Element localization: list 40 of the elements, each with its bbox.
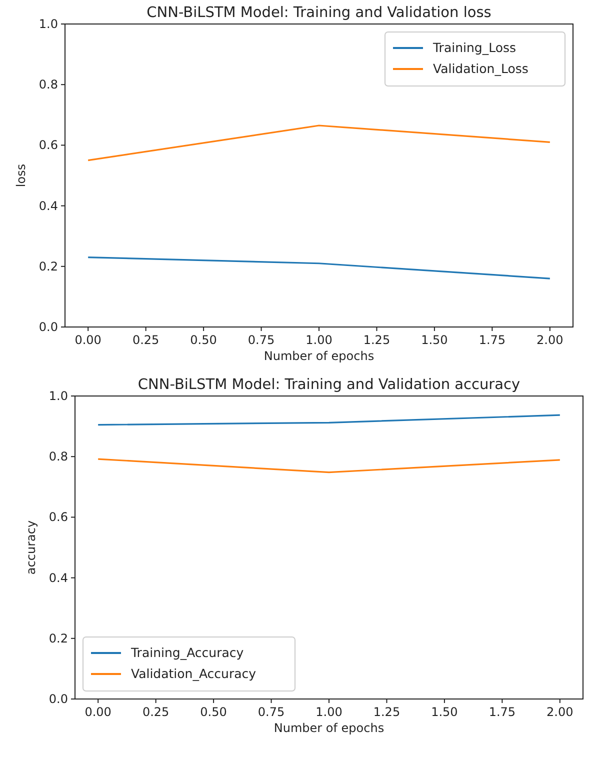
- y-tick-label: 0.4: [38, 198, 58, 213]
- y-tick-label: 0.6: [48, 510, 68, 524]
- x-tick-label: 0.75: [258, 705, 285, 719]
- x-tick-label: 0.50: [190, 333, 217, 347]
- legend-label: Training_Accuracy: [130, 645, 244, 660]
- x-tick-label: 1.25: [363, 333, 390, 347]
- y-tick-label: 0.2: [38, 259, 58, 274]
- chart-title: CNN-BiLSTM Model: Training and Validation accuracy: [138, 377, 520, 393]
- y-axis-title: loss: [14, 164, 28, 188]
- x-tick-label: 0.00: [84, 705, 112, 719]
- x-tick-label: 1.50: [421, 333, 448, 347]
- legend-label: Validation_Loss: [433, 61, 528, 76]
- x-tick-label: 0.00: [74, 333, 102, 347]
- x-tick-label: 1.75: [478, 333, 506, 347]
- x-tick-label: 0.25: [132, 333, 160, 347]
- y-tick-label: 0.2: [48, 631, 68, 646]
- y-tick-label: 1.0: [48, 389, 68, 403]
- x-tick-label: 1.00: [316, 705, 342, 719]
- x-tick-label: 1.50: [431, 705, 458, 719]
- y-tick-label: 0.8: [48, 450, 68, 464]
- x-tick-label: 1.75: [488, 705, 516, 719]
- legend-label: Validation_Accuracy: [131, 666, 257, 681]
- y-tick-label: 1.0: [38, 17, 58, 31]
- y-tick-label: 0.4: [48, 570, 68, 585]
- y-tick-label: 0.6: [38, 138, 58, 152]
- y-axis-title: accuracy: [24, 520, 38, 575]
- x-tick-label: 1.25: [373, 705, 400, 719]
- y-tick-label: 0.0: [48, 692, 68, 706]
- x-tick-label: 0.50: [200, 705, 227, 719]
- x-axis-title: Number of epochs: [274, 721, 384, 735]
- chart-title: CNN-BiLSTM Model: Training and Validation loss: [146, 5, 492, 21]
- x-tick-label: 2.00: [546, 705, 574, 719]
- y-tick-label: 0.0: [38, 320, 58, 334]
- x-tick-label: 2.00: [536, 333, 564, 347]
- x-tick-label: 0.25: [142, 705, 170, 719]
- x-axis-title: Number of epochs: [264, 349, 374, 363]
- x-tick-label: 0.75: [248, 333, 275, 347]
- x-tick-label: 1.00: [306, 333, 332, 347]
- y-tick-label: 0.8: [38, 78, 58, 92]
- legend-label: Training_Loss: [432, 40, 516, 55]
